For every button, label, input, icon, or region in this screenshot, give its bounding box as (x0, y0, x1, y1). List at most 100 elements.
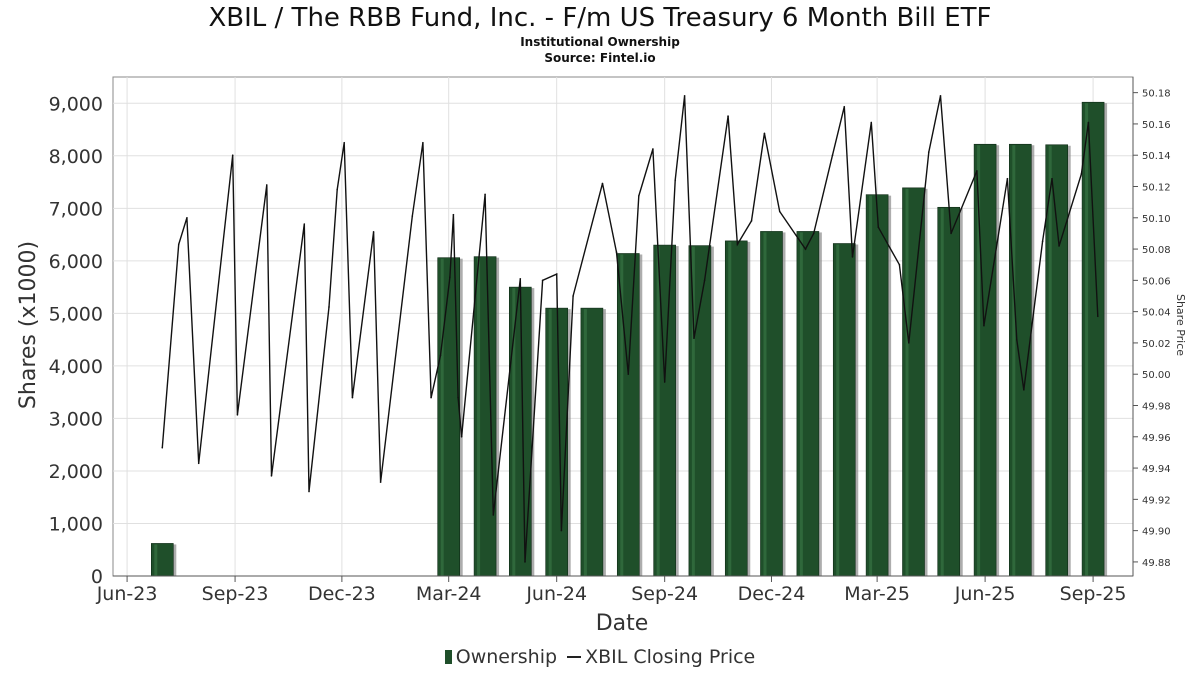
price-point (674, 179, 677, 182)
legend-price-label: XBIL Closing Price (585, 645, 756, 668)
price-point (541, 279, 544, 282)
price-point (1096, 315, 1099, 318)
y2-tick-label: 49.88 (1142, 558, 1171, 569)
price-point (778, 210, 781, 213)
price-point (411, 215, 414, 218)
chart-header: XBIL / The RBB Fund, Inc. - F/m US Treas… (0, 0, 1200, 66)
price-point (1023, 389, 1025, 391)
x-tick-label: Jun-25 (954, 583, 1016, 605)
y-tick-label: 6,000 (49, 251, 103, 273)
price-point (1041, 240, 1044, 243)
price-point (804, 248, 807, 250)
price-point (927, 151, 930, 153)
y2-tick-label: 50.04 (1142, 308, 1171, 319)
bar-highlight (869, 195, 873, 577)
price-point (1006, 177, 1009, 180)
y2-tick-label: 50.14 (1142, 151, 1171, 162)
price-point (161, 446, 164, 449)
price-point (851, 256, 854, 258)
y-tick-label: 1,000 (49, 513, 103, 535)
price-point (1087, 121, 1090, 124)
bar-highlight (977, 145, 981, 576)
price-point (519, 277, 522, 280)
price-point (1058, 245, 1060, 247)
y-tick-label: 8,000 (49, 146, 103, 168)
x-tick-label: Mar-25 (844, 583, 910, 605)
bar-highlight (799, 232, 803, 576)
price-point (308, 490, 310, 493)
y2-tick-label: 50.06 (1142, 276, 1171, 287)
y-tick-label: 2,000 (49, 461, 103, 483)
price-point (663, 381, 666, 383)
price-point (265, 184, 268, 186)
price-point (627, 373, 630, 376)
bar-highlight (440, 258, 444, 576)
price-point (452, 213, 455, 216)
price-point (1051, 177, 1053, 180)
price-point (831, 154, 834, 157)
bar-highlight (763, 232, 767, 576)
y-tick-label: 0 (91, 566, 103, 588)
x-tick-label: Dec-23 (308, 583, 376, 605)
price-point (601, 182, 604, 185)
price-point (351, 396, 354, 399)
ownership-chart: 0 1,000 2,000 3,000 4,000 5,000 6,000 7,000 8,00… (16, 76, 1187, 636)
x-tick-label: Dec-24 (738, 583, 806, 605)
x-tick-label: Sep-24 (631, 583, 698, 605)
axes: 0 1,000 2,000 3,000 4,000 5,000 6,000 7,000 8,00… (49, 77, 1171, 605)
x-axis-label: Date (596, 611, 649, 636)
price-line-path (161, 95, 1099, 562)
bar-highlight (1048, 145, 1052, 576)
price-point (812, 232, 815, 235)
price-point (492, 514, 495, 516)
price-point (177, 243, 180, 246)
y2-tick-label: 50.12 (1142, 182, 1171, 193)
legend-ownership-label: Ownership (455, 645, 558, 668)
price-point (343, 141, 346, 144)
y-axis-label: Shares (x1000) (16, 241, 41, 409)
price-point (652, 148, 654, 150)
legend: Ownership XBIL Closing Price (0, 645, 1200, 668)
y2-tick-label: 49.92 (1142, 495, 1171, 506)
y2-axis-label: Share Price (1174, 294, 1187, 356)
y-tick-label: 4,000 (49, 356, 103, 378)
price-point (703, 279, 706, 282)
bar-highlight (836, 244, 840, 576)
price-point (422, 141, 424, 144)
bar-highlight (691, 246, 695, 576)
bar-highlight (656, 246, 660, 576)
y2-tick-label: 49.96 (1142, 433, 1171, 444)
price-point (939, 94, 942, 97)
bar-highlight (583, 309, 587, 576)
price-point (727, 115, 729, 117)
y2-tick-label: 50.02 (1142, 339, 1171, 350)
y-tick-label: 5,000 (49, 303, 103, 325)
legend-price[interactable]: XBIL Closing Price (563, 646, 755, 668)
price-point (683, 94, 686, 97)
price-point (750, 220, 753, 222)
price-point (843, 105, 846, 108)
price-point (983, 324, 985, 327)
y-tick-label: 3,000 (49, 408, 103, 430)
price-point (572, 295, 574, 297)
chart-subtitle: Institutional Ownership (520, 35, 680, 49)
y2-tick-label: 50.00 (1142, 370, 1171, 381)
x-tick-label: Sep-23 (202, 583, 269, 605)
y2-tick-label: 50.16 (1142, 120, 1171, 131)
price-point (328, 306, 330, 308)
price-point (460, 435, 463, 438)
price-point (457, 396, 459, 399)
price-point (231, 154, 234, 157)
bar-highlight (548, 309, 552, 576)
price-point (379, 481, 382, 483)
chart-title: XBIL / The RBB Fund, Inc. - F/m US Treas… (208, 3, 992, 33)
legend-ownership[interactable]: Ownership (444, 645, 558, 668)
price-point (336, 188, 338, 191)
bar-highlight (477, 257, 481, 576)
price-point (877, 226, 880, 228)
bar-highlight (1085, 103, 1089, 576)
bar-highlight (905, 188, 909, 577)
x-tick-label: Mar-24 (416, 583, 482, 605)
price-point (638, 195, 640, 197)
y-tick-label: 7,000 (49, 198, 103, 220)
